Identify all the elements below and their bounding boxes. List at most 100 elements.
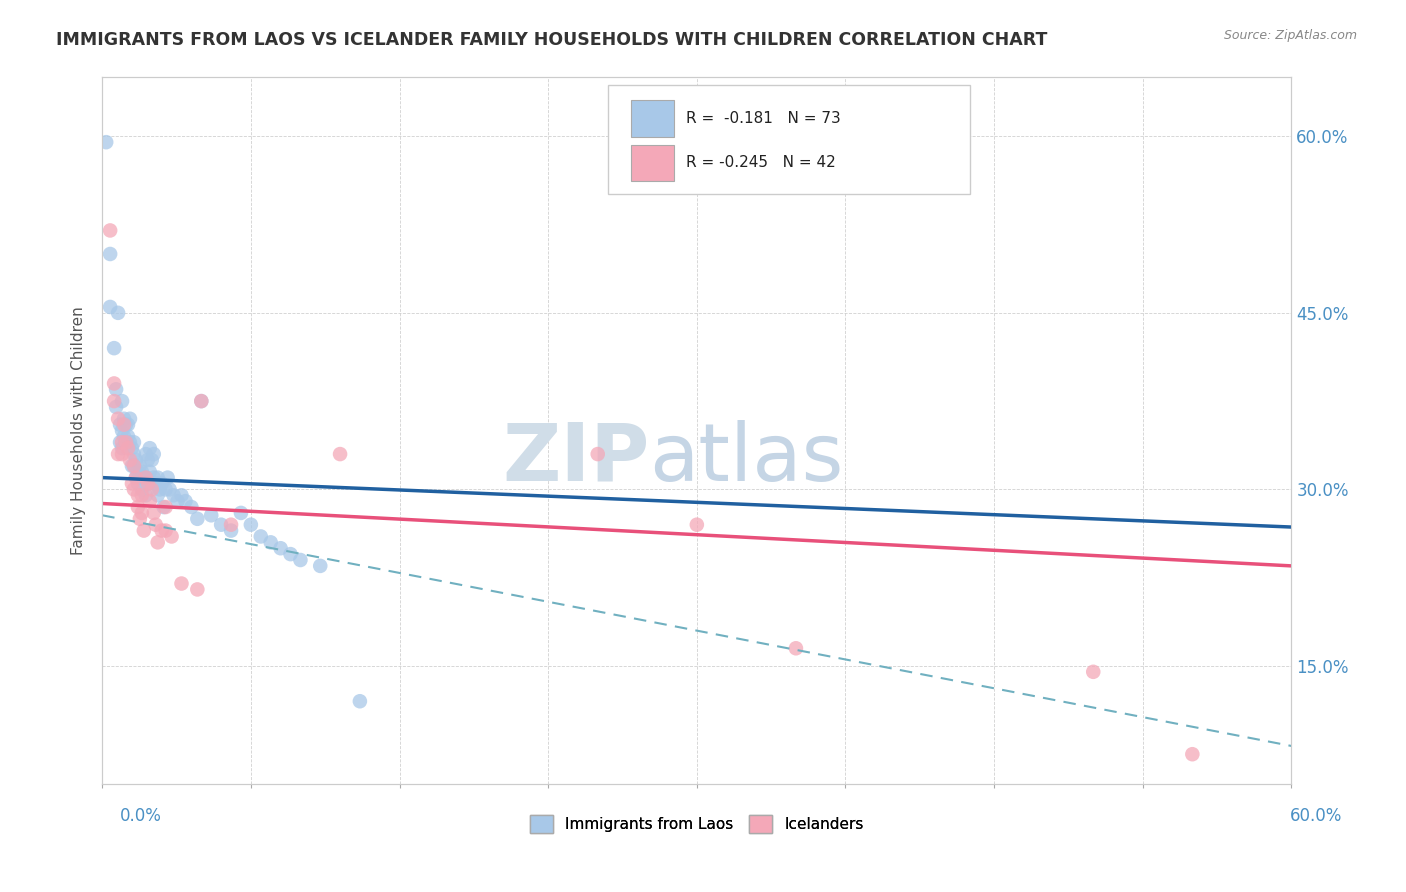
Point bbox=[145, 517, 167, 532]
Point bbox=[111, 441, 134, 455]
Point bbox=[146, 535, 169, 549]
Point bbox=[239, 517, 262, 532]
Point bbox=[96, 135, 118, 149]
Point bbox=[146, 488, 169, 502]
Point bbox=[136, 476, 159, 491]
Point bbox=[249, 529, 271, 543]
Point bbox=[107, 447, 129, 461]
Text: Source: ZipAtlas.com: Source: ZipAtlas.com bbox=[1223, 29, 1357, 42]
Point bbox=[122, 483, 145, 497]
Point bbox=[142, 506, 165, 520]
Point bbox=[111, 424, 134, 438]
Text: atlas: atlas bbox=[650, 420, 844, 498]
Point bbox=[142, 447, 165, 461]
Point bbox=[135, 470, 157, 484]
Point bbox=[135, 447, 157, 461]
Point bbox=[162, 488, 184, 502]
Point bbox=[139, 494, 162, 508]
Point bbox=[122, 458, 145, 473]
Point bbox=[127, 500, 149, 514]
Point bbox=[122, 435, 145, 450]
Point bbox=[121, 476, 143, 491]
Point bbox=[98, 300, 121, 314]
Point bbox=[190, 394, 212, 409]
Point bbox=[105, 400, 128, 414]
Point bbox=[121, 441, 143, 455]
Point bbox=[118, 453, 141, 467]
Point bbox=[125, 453, 148, 467]
Point bbox=[136, 453, 159, 467]
Point bbox=[586, 447, 609, 461]
Point bbox=[1083, 665, 1105, 679]
Text: R =  -0.181   N = 73: R = -0.181 N = 73 bbox=[686, 112, 841, 127]
Text: ZIP: ZIP bbox=[502, 420, 650, 498]
Point bbox=[170, 576, 193, 591]
Point bbox=[107, 411, 129, 425]
Point bbox=[180, 500, 202, 514]
Point bbox=[127, 476, 149, 491]
Point bbox=[103, 341, 125, 355]
Point bbox=[112, 417, 135, 432]
Point bbox=[166, 494, 188, 508]
Legend: Immigrants from Laos, Icelanders: Immigrants from Laos, Icelanders bbox=[524, 809, 869, 839]
Point bbox=[103, 394, 125, 409]
Point bbox=[122, 447, 145, 461]
Point bbox=[155, 483, 177, 497]
Point bbox=[142, 470, 165, 484]
Point bbox=[149, 483, 172, 497]
Point bbox=[146, 470, 169, 484]
Point bbox=[686, 517, 709, 532]
Point bbox=[155, 500, 177, 514]
Point bbox=[329, 447, 352, 461]
Point bbox=[280, 547, 302, 561]
Point bbox=[121, 458, 143, 473]
Point bbox=[150, 524, 173, 538]
Point bbox=[141, 476, 163, 491]
Point bbox=[118, 411, 141, 425]
Point bbox=[141, 483, 163, 497]
Point bbox=[131, 483, 153, 497]
Point bbox=[118, 435, 141, 450]
Point bbox=[125, 470, 148, 484]
Point bbox=[108, 435, 131, 450]
Point bbox=[111, 435, 134, 450]
Point bbox=[229, 506, 252, 520]
Point bbox=[111, 447, 134, 461]
Point bbox=[131, 506, 153, 520]
Point bbox=[117, 429, 139, 443]
Text: R = -0.245   N = 42: R = -0.245 N = 42 bbox=[686, 155, 837, 170]
Point bbox=[122, 458, 145, 473]
Point bbox=[112, 429, 135, 443]
Point bbox=[219, 517, 242, 532]
Point bbox=[98, 223, 121, 237]
Point bbox=[115, 417, 138, 432]
Point bbox=[128, 470, 150, 484]
Point bbox=[170, 488, 193, 502]
Point bbox=[127, 488, 149, 502]
Point bbox=[132, 524, 155, 538]
Point bbox=[150, 476, 173, 491]
Point bbox=[190, 394, 212, 409]
Point bbox=[108, 417, 131, 432]
Point bbox=[131, 465, 153, 479]
Text: IMMIGRANTS FROM LAOS VS ICELANDER FAMILY HOUSEHOLDS WITH CHILDREN CORRELATION CH: IMMIGRANTS FROM LAOS VS ICELANDER FAMILY… bbox=[56, 31, 1047, 49]
Point bbox=[1181, 747, 1204, 762]
Point bbox=[105, 382, 128, 396]
Point bbox=[186, 582, 208, 597]
Point bbox=[785, 641, 807, 656]
Point bbox=[107, 306, 129, 320]
FancyBboxPatch shape bbox=[607, 85, 970, 194]
Point bbox=[128, 458, 150, 473]
FancyBboxPatch shape bbox=[631, 145, 675, 181]
Point bbox=[125, 470, 148, 484]
Point bbox=[260, 535, 283, 549]
Point bbox=[349, 694, 371, 708]
Point bbox=[111, 394, 134, 409]
Point bbox=[128, 512, 150, 526]
Point bbox=[290, 553, 312, 567]
Point bbox=[145, 476, 167, 491]
Point bbox=[127, 465, 149, 479]
Point bbox=[152, 500, 174, 514]
Point bbox=[156, 470, 179, 484]
Point bbox=[160, 529, 183, 543]
